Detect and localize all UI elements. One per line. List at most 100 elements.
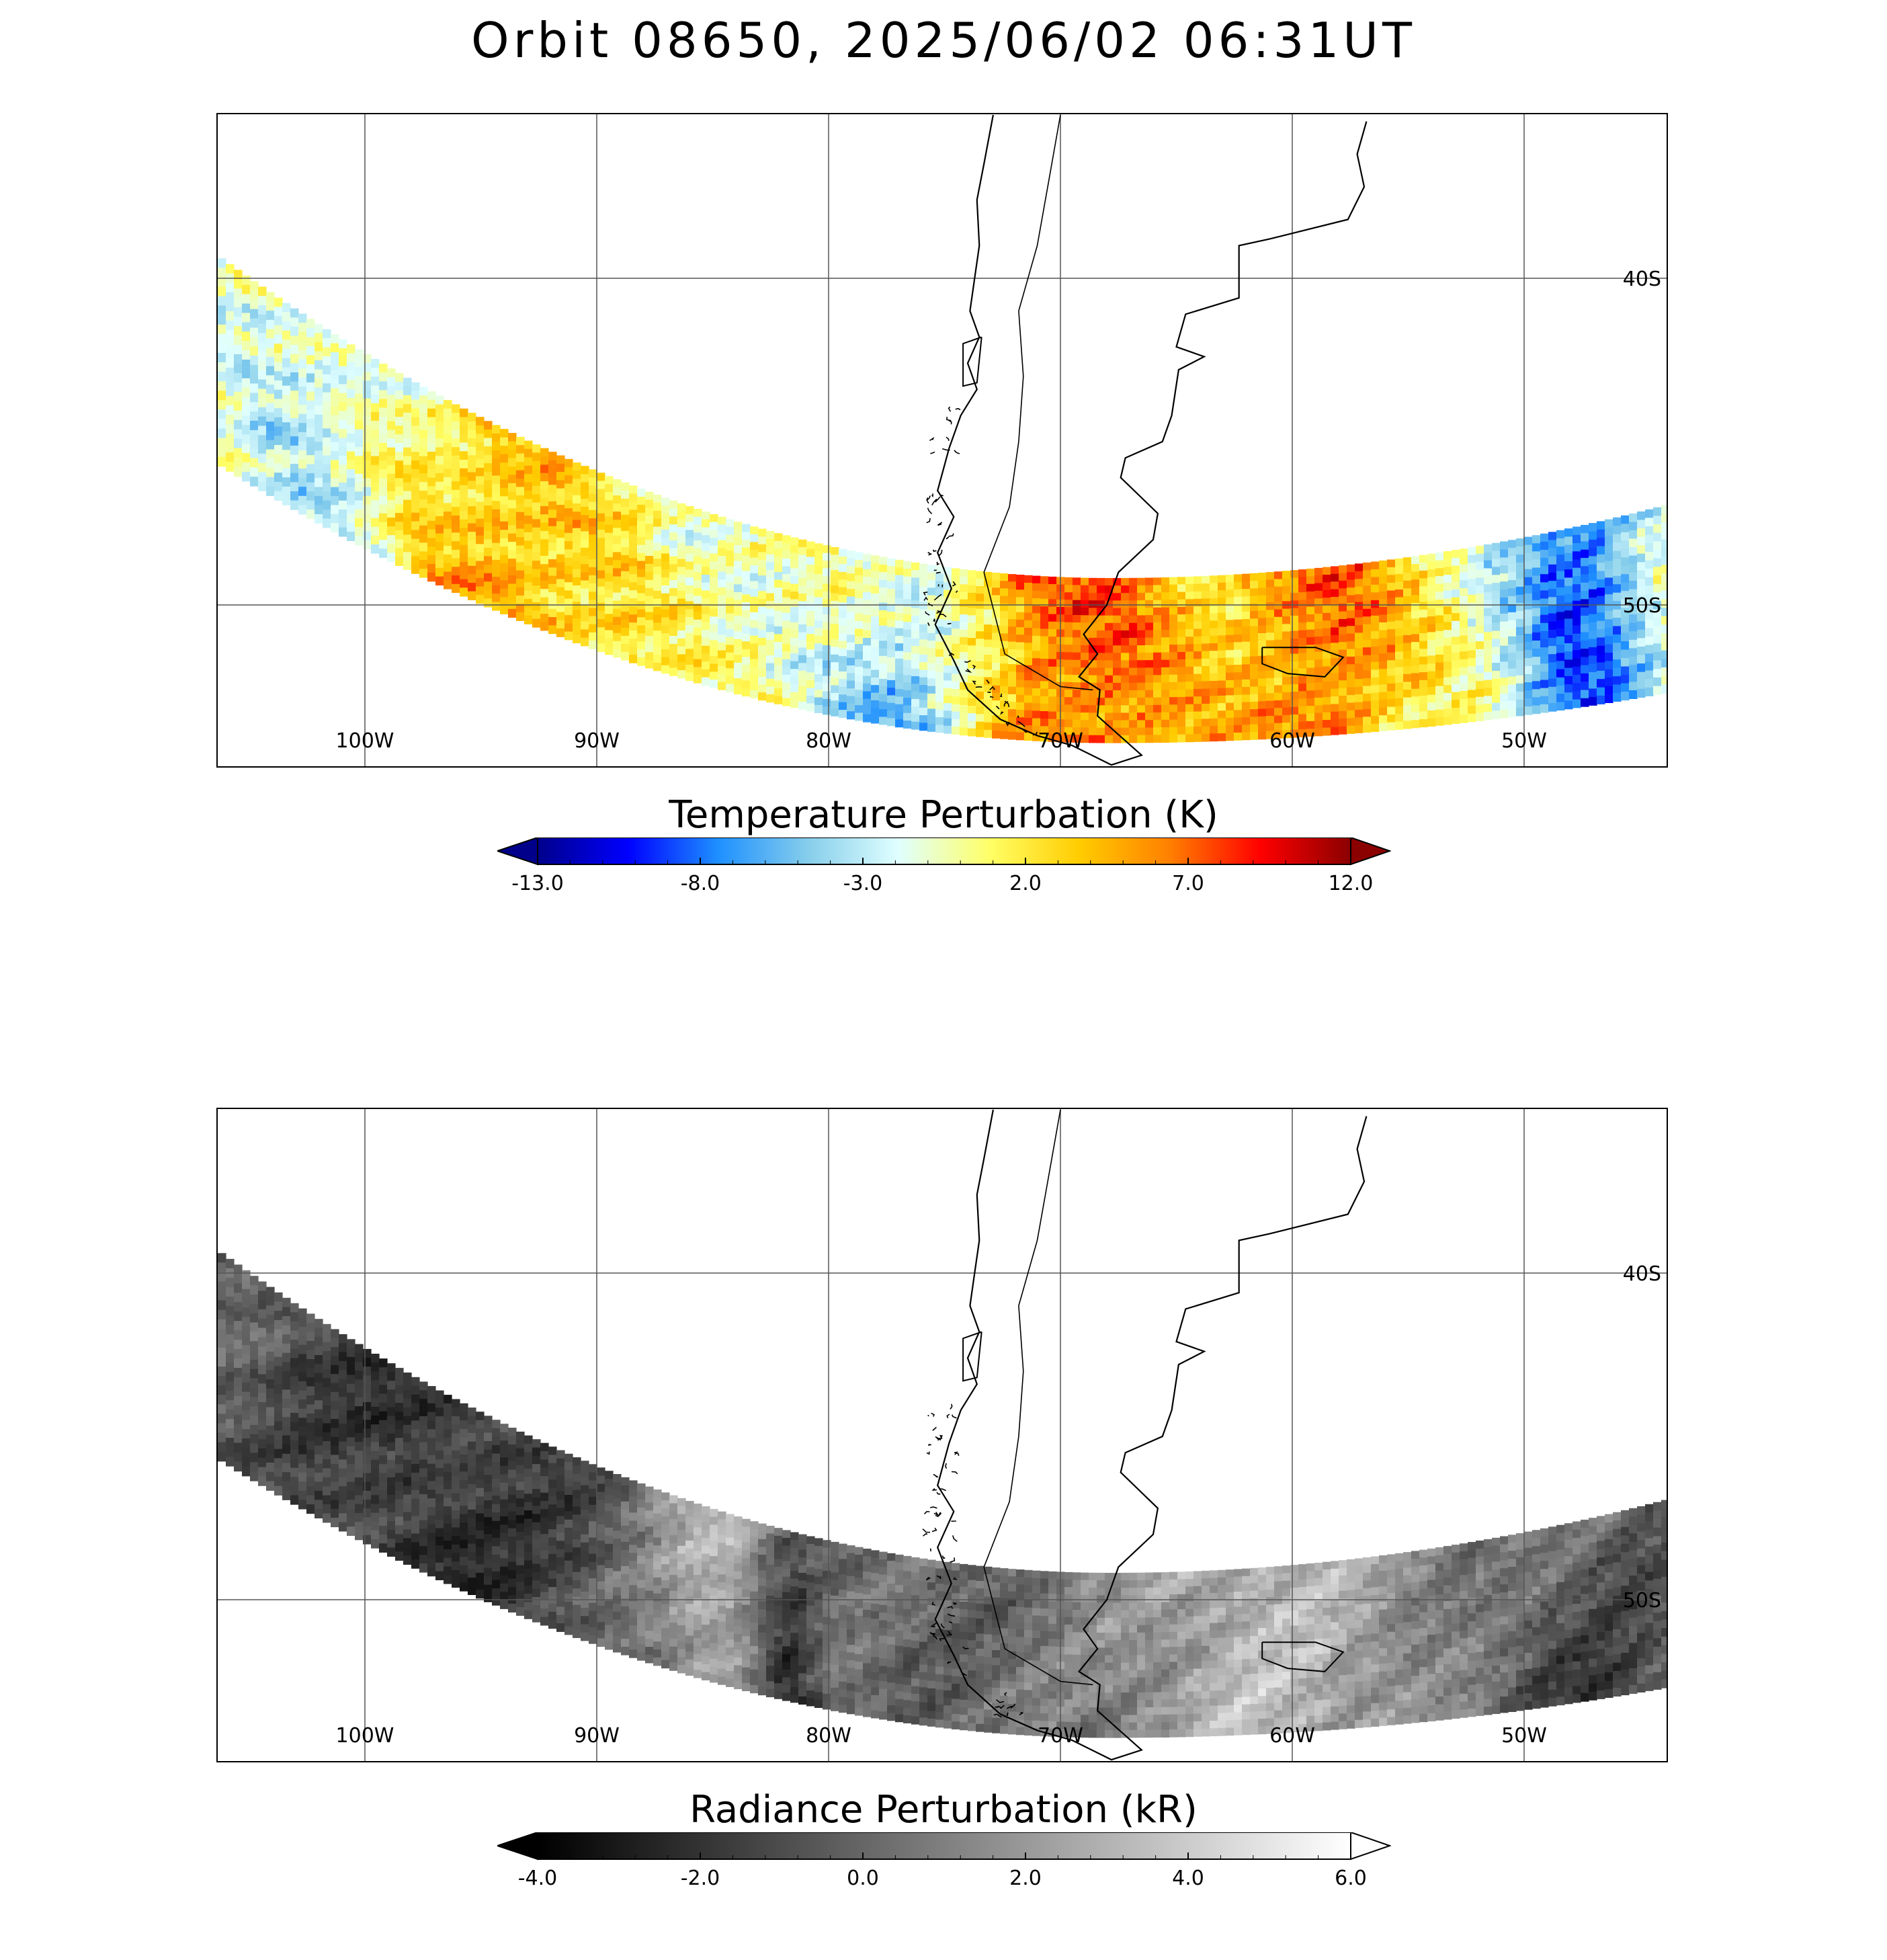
swath-cell [976, 586, 984, 594]
swath-cell [1637, 545, 1646, 555]
swath-cell [411, 1481, 420, 1491]
swath-cell [1411, 665, 1420, 674]
swath-cell [863, 714, 872, 723]
swath-cell [516, 1548, 525, 1557]
swath-cell [911, 615, 920, 624]
swath-cell [274, 481, 283, 492]
swath-cell [460, 562, 468, 571]
swath-cell [1210, 635, 1218, 644]
swath-cell [1637, 647, 1646, 656]
swath-cell [1516, 699, 1525, 708]
swath-cell [1347, 633, 1355, 642]
swath-cell [387, 403, 396, 413]
swath-cell [508, 1436, 517, 1445]
swath-cell [540, 1526, 549, 1535]
swath-cell [1314, 606, 1323, 614]
swath-cell [823, 568, 831, 577]
swath-cell [613, 536, 622, 544]
swath-cell [1516, 555, 1525, 563]
swath-cell [895, 681, 904, 690]
swath-cell [452, 498, 460, 507]
swath-cell [847, 558, 855, 567]
swath-cell [1371, 669, 1380, 678]
swath-cell [839, 686, 847, 695]
swath-cell [1105, 675, 1114, 684]
swath-cell [444, 1420, 452, 1430]
swath-cell [1597, 563, 1605, 572]
lon-label: 70W [1038, 729, 1083, 753]
swath-cell [1500, 541, 1509, 550]
swath-cell [1121, 585, 1130, 594]
swath-cell [355, 536, 364, 546]
swath-cell [363, 1366, 372, 1376]
swath-cell [1548, 621, 1557, 630]
swath-cell [960, 599, 968, 608]
swath-cell [1508, 612, 1517, 621]
swath-cell [218, 456, 226, 467]
swath-cell [484, 1483, 493, 1493]
swath-cell [331, 424, 339, 434]
swath-cell [419, 421, 428, 431]
swath-cell [1185, 651, 1194, 660]
swath-cell [960, 637, 968, 645]
swath-cell [1323, 636, 1331, 644]
swath-cell [524, 1526, 533, 1536]
swath-cell [774, 572, 783, 581]
swath-cell [1629, 656, 1638, 665]
swath-cell [879, 557, 888, 565]
swath-cell [1226, 650, 1234, 658]
swath-cell [1387, 722, 1396, 731]
swath-cell [323, 1323, 331, 1334]
swath-cell [1169, 592, 1178, 600]
swath-cell [1089, 705, 1097, 713]
swath-cell [484, 446, 493, 456]
swath-cell [1629, 631, 1638, 641]
swath-cell [226, 368, 235, 378]
swath-cell [1016, 589, 1025, 598]
swath-cell [363, 1446, 372, 1456]
swath-cell [653, 606, 662, 616]
swath-cell [718, 611, 726, 620]
swath-cell [1645, 577, 1654, 586]
swath-cell [548, 608, 557, 618]
swath-cell [1306, 569, 1315, 577]
swath-cell [1645, 645, 1654, 654]
swath-cell [1524, 674, 1533, 683]
swath-cell [1339, 696, 1347, 704]
swath-cell [855, 628, 864, 637]
swath-cell [411, 547, 420, 557]
swath-cell [911, 661, 920, 669]
swath-cell [669, 636, 678, 645]
swath-cell [548, 1496, 557, 1505]
swath-cell [1524, 593, 1533, 602]
swath-cell [1395, 706, 1404, 714]
swath-cell [339, 446, 347, 456]
swath-cell [460, 579, 468, 588]
swath-cell [331, 1401, 339, 1411]
swath-cell [355, 1388, 364, 1398]
swath-cell [903, 659, 912, 668]
swath-cell [935, 596, 944, 604]
swath-cell [895, 582, 904, 591]
swath-cell [1532, 641, 1541, 649]
swath-cell [895, 696, 904, 705]
swath-cell [661, 537, 670, 546]
swath-cell [597, 521, 605, 530]
swath-cell [379, 434, 388, 444]
swath-cell [1040, 688, 1049, 697]
swath-cell [1403, 658, 1412, 667]
swath-cell [944, 710, 952, 719]
swath-cell [476, 1420, 485, 1429]
swath-cell [323, 347, 331, 357]
swath-cell [314, 442, 323, 452]
swath-cell [1589, 531, 1597, 540]
swath-cell [1403, 573, 1412, 581]
swath-cell [960, 607, 968, 615]
swath-cell [323, 1477, 331, 1487]
swath-cell [1532, 608, 1541, 617]
swath-cell [669, 508, 678, 517]
swath-cell [1323, 620, 1331, 629]
swath-cell [1371, 584, 1380, 593]
swath-cell [1048, 689, 1057, 697]
swath-cell [339, 1360, 347, 1371]
